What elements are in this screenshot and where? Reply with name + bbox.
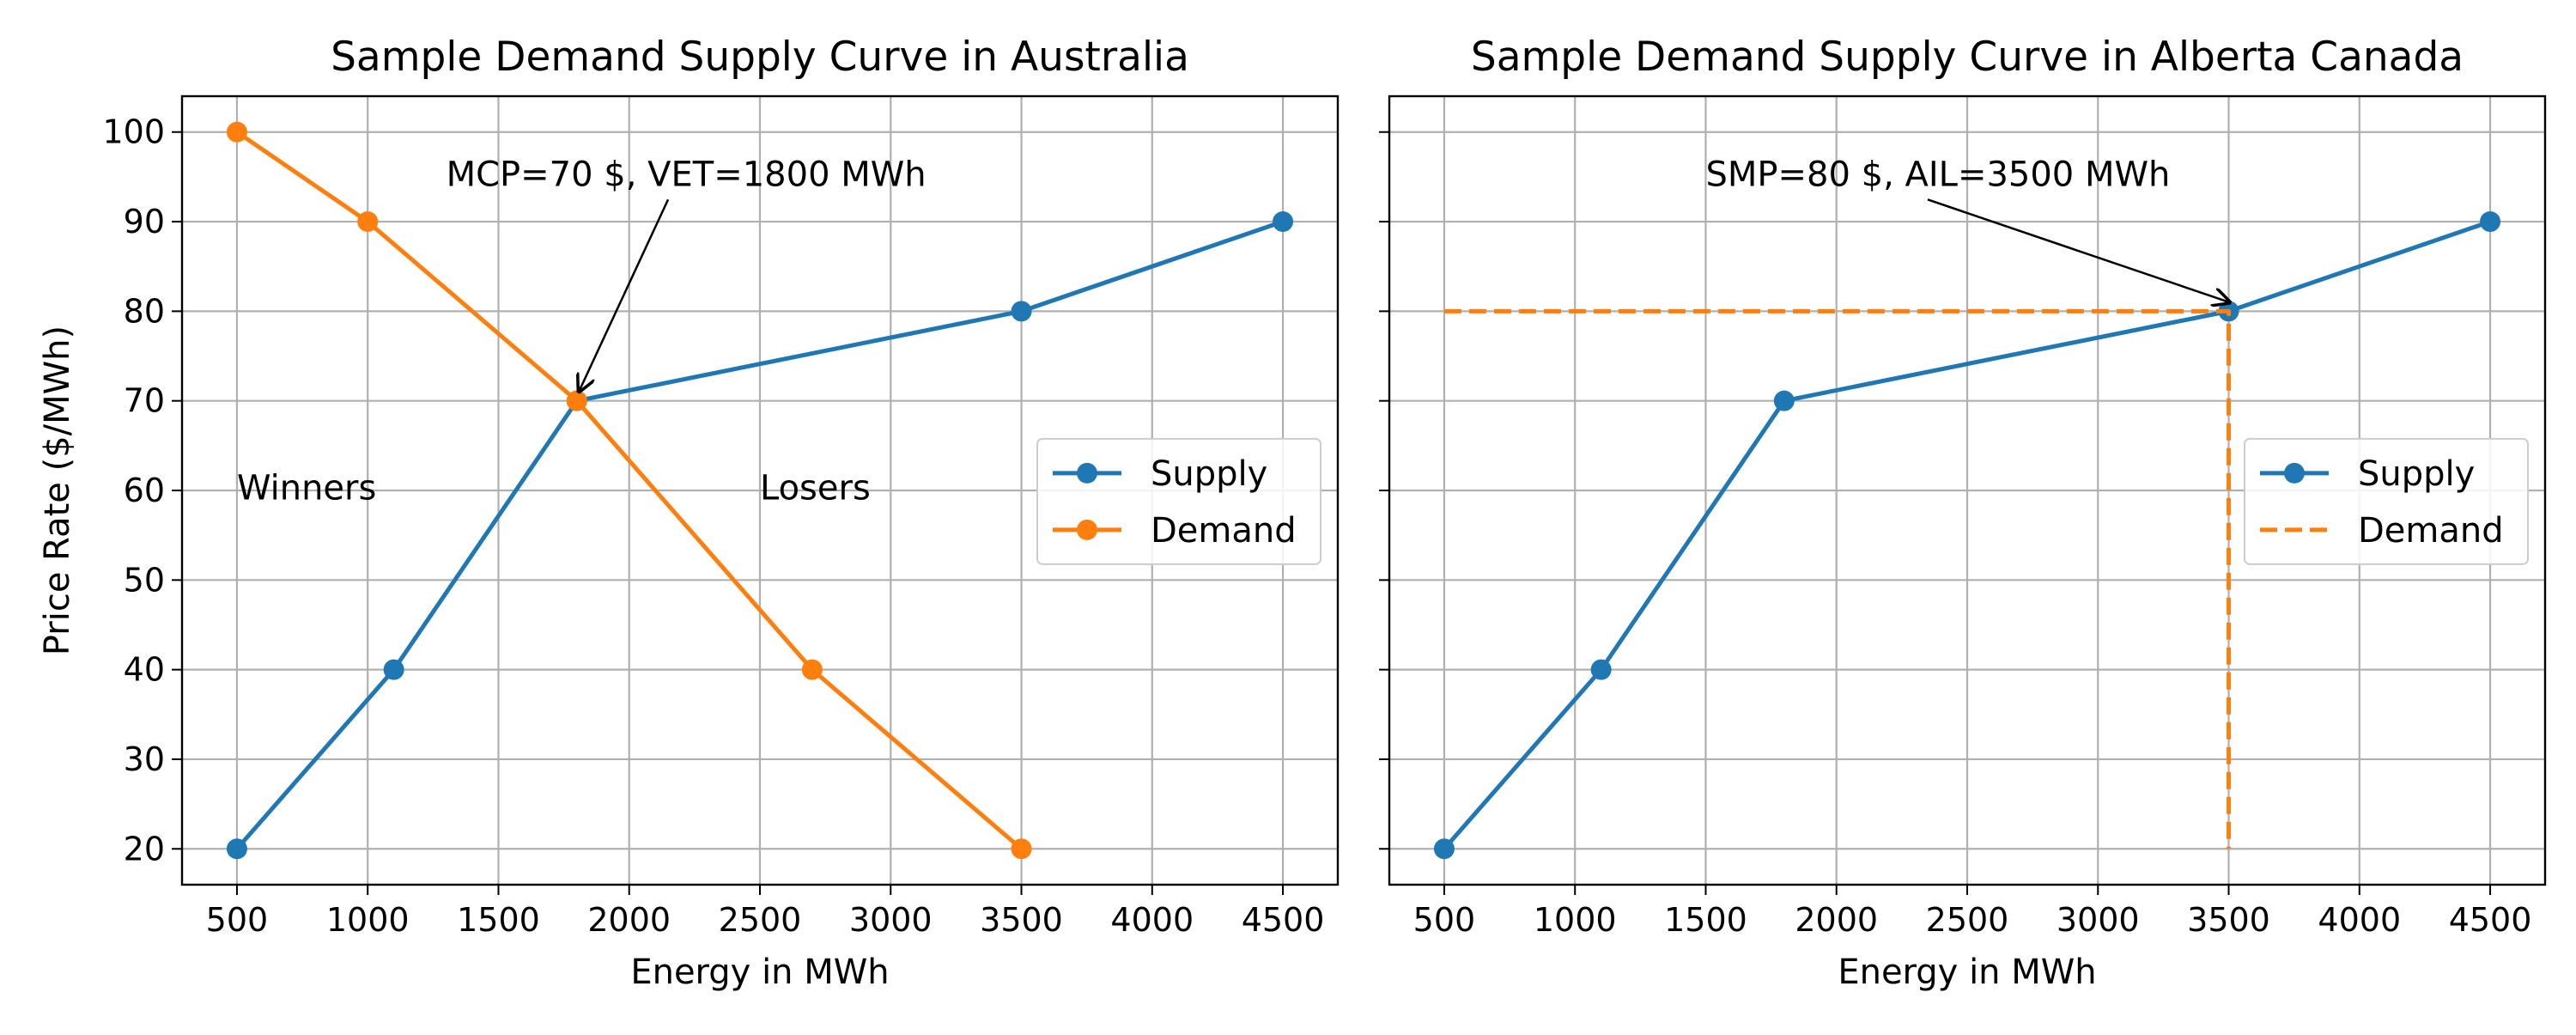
series-line-demand <box>1443 308 2232 849</box>
annotation-text: SMP=80 $, AIL=3500 MWh <box>1705 155 2170 194</box>
data-point-demand <box>357 211 379 233</box>
legend: Supply Demand <box>1036 437 1321 565</box>
y-tick-label: 90 <box>124 203 165 240</box>
x-tick-label: 3500 <box>2187 901 2270 939</box>
annotation-text: MCP=70 $, VET=1800 MWh <box>447 155 927 194</box>
y-axis-label: Price Rate ($/MWh) <box>38 326 77 655</box>
plot-frame <box>180 94 1340 886</box>
legend-label-supply: Supply <box>1151 454 1267 494</box>
data-point-demand <box>566 390 587 411</box>
annotation-arrow <box>1927 198 2231 302</box>
data-point-supply <box>1273 211 1294 233</box>
data-point-supply <box>1011 301 1032 322</box>
annotation-arrow <box>579 198 670 392</box>
x-tick-label: 3000 <box>2057 901 2140 939</box>
annotation-text: Winners <box>237 468 376 508</box>
data-point-supply <box>2480 211 2501 233</box>
plot-frame <box>1388 94 2547 886</box>
legend-marker-supply <box>2284 462 2305 484</box>
chart-title: Sample Demand Supply Curve in Alberta Ca… <box>1471 33 2464 81</box>
legend-label-supply: Supply <box>2358 454 2475 494</box>
data-point-supply <box>1773 390 1795 411</box>
x-tick-label: 3500 <box>980 901 1063 939</box>
x-tick-label: 3000 <box>849 901 933 939</box>
y-tick-label: 60 <box>124 472 165 509</box>
legend-label-demand: Demand <box>1151 511 1297 551</box>
data-point-supply <box>1590 659 1612 680</box>
x-tick-label: 500 <box>206 901 269 939</box>
y-tick-label: 80 <box>124 292 165 330</box>
x-axis-label: Energy in MWh <box>1838 953 2096 992</box>
y-tick-label: 20 <box>124 830 165 868</box>
y-tick-label: 30 <box>124 740 165 778</box>
data-point-supply <box>1433 838 1455 860</box>
x-tick-label: 500 <box>1413 901 1476 939</box>
y-tick-label: 50 <box>124 561 165 599</box>
data-point-demand <box>1011 838 1032 860</box>
x-tick-label: 2500 <box>1926 901 2009 939</box>
y-tick-label: 40 <box>124 651 165 689</box>
x-tick-label: 1500 <box>1664 901 1747 939</box>
x-axis-label: Energy in MWh <box>630 953 889 992</box>
legend-label-demand: Demand <box>2358 511 2504 551</box>
x-tick-label: 2000 <box>587 901 671 939</box>
x-tick-label: 2000 <box>1795 901 1878 939</box>
data-point-demand <box>226 121 247 143</box>
chart-title: Sample Demand Supply Curve in Australia <box>331 33 1189 81</box>
legend-marker-supply <box>1077 462 1097 484</box>
y-tick-label: 100 <box>102 113 165 151</box>
x-tick-label: 1500 <box>457 901 540 939</box>
legend: Supply Demand <box>2244 437 2529 565</box>
x-tick-label: 2500 <box>719 901 802 939</box>
legend-box <box>1036 437 1321 565</box>
legend-marker-demand <box>1077 519 1097 540</box>
chart-panel-2: 500 1000 1500 2000 2500 3000 3500 4000 4500 Energ… <box>1379 33 2547 992</box>
y-tick-label: 70 <box>124 382 165 420</box>
x-tick-label: 1000 <box>326 901 410 939</box>
x-tick-label: 4500 <box>1242 901 1325 939</box>
x-tick-label: 4500 <box>2449 901 2532 939</box>
data-point-supply <box>226 838 247 860</box>
annotation-text: Losers <box>760 468 871 508</box>
data-point-supply <box>383 659 404 680</box>
x-tick-label: 1000 <box>1534 901 1617 939</box>
chart-panel-1: 500 1000 1500 2000 2500 3000 3500 4000 4500 20 30 4… <box>38 33 1340 992</box>
x-tick-label: 4000 <box>2318 901 2401 939</box>
data-point-demand <box>801 659 823 680</box>
x-tick-label: 4000 <box>1110 901 1194 939</box>
legend-box <box>2244 437 2529 565</box>
